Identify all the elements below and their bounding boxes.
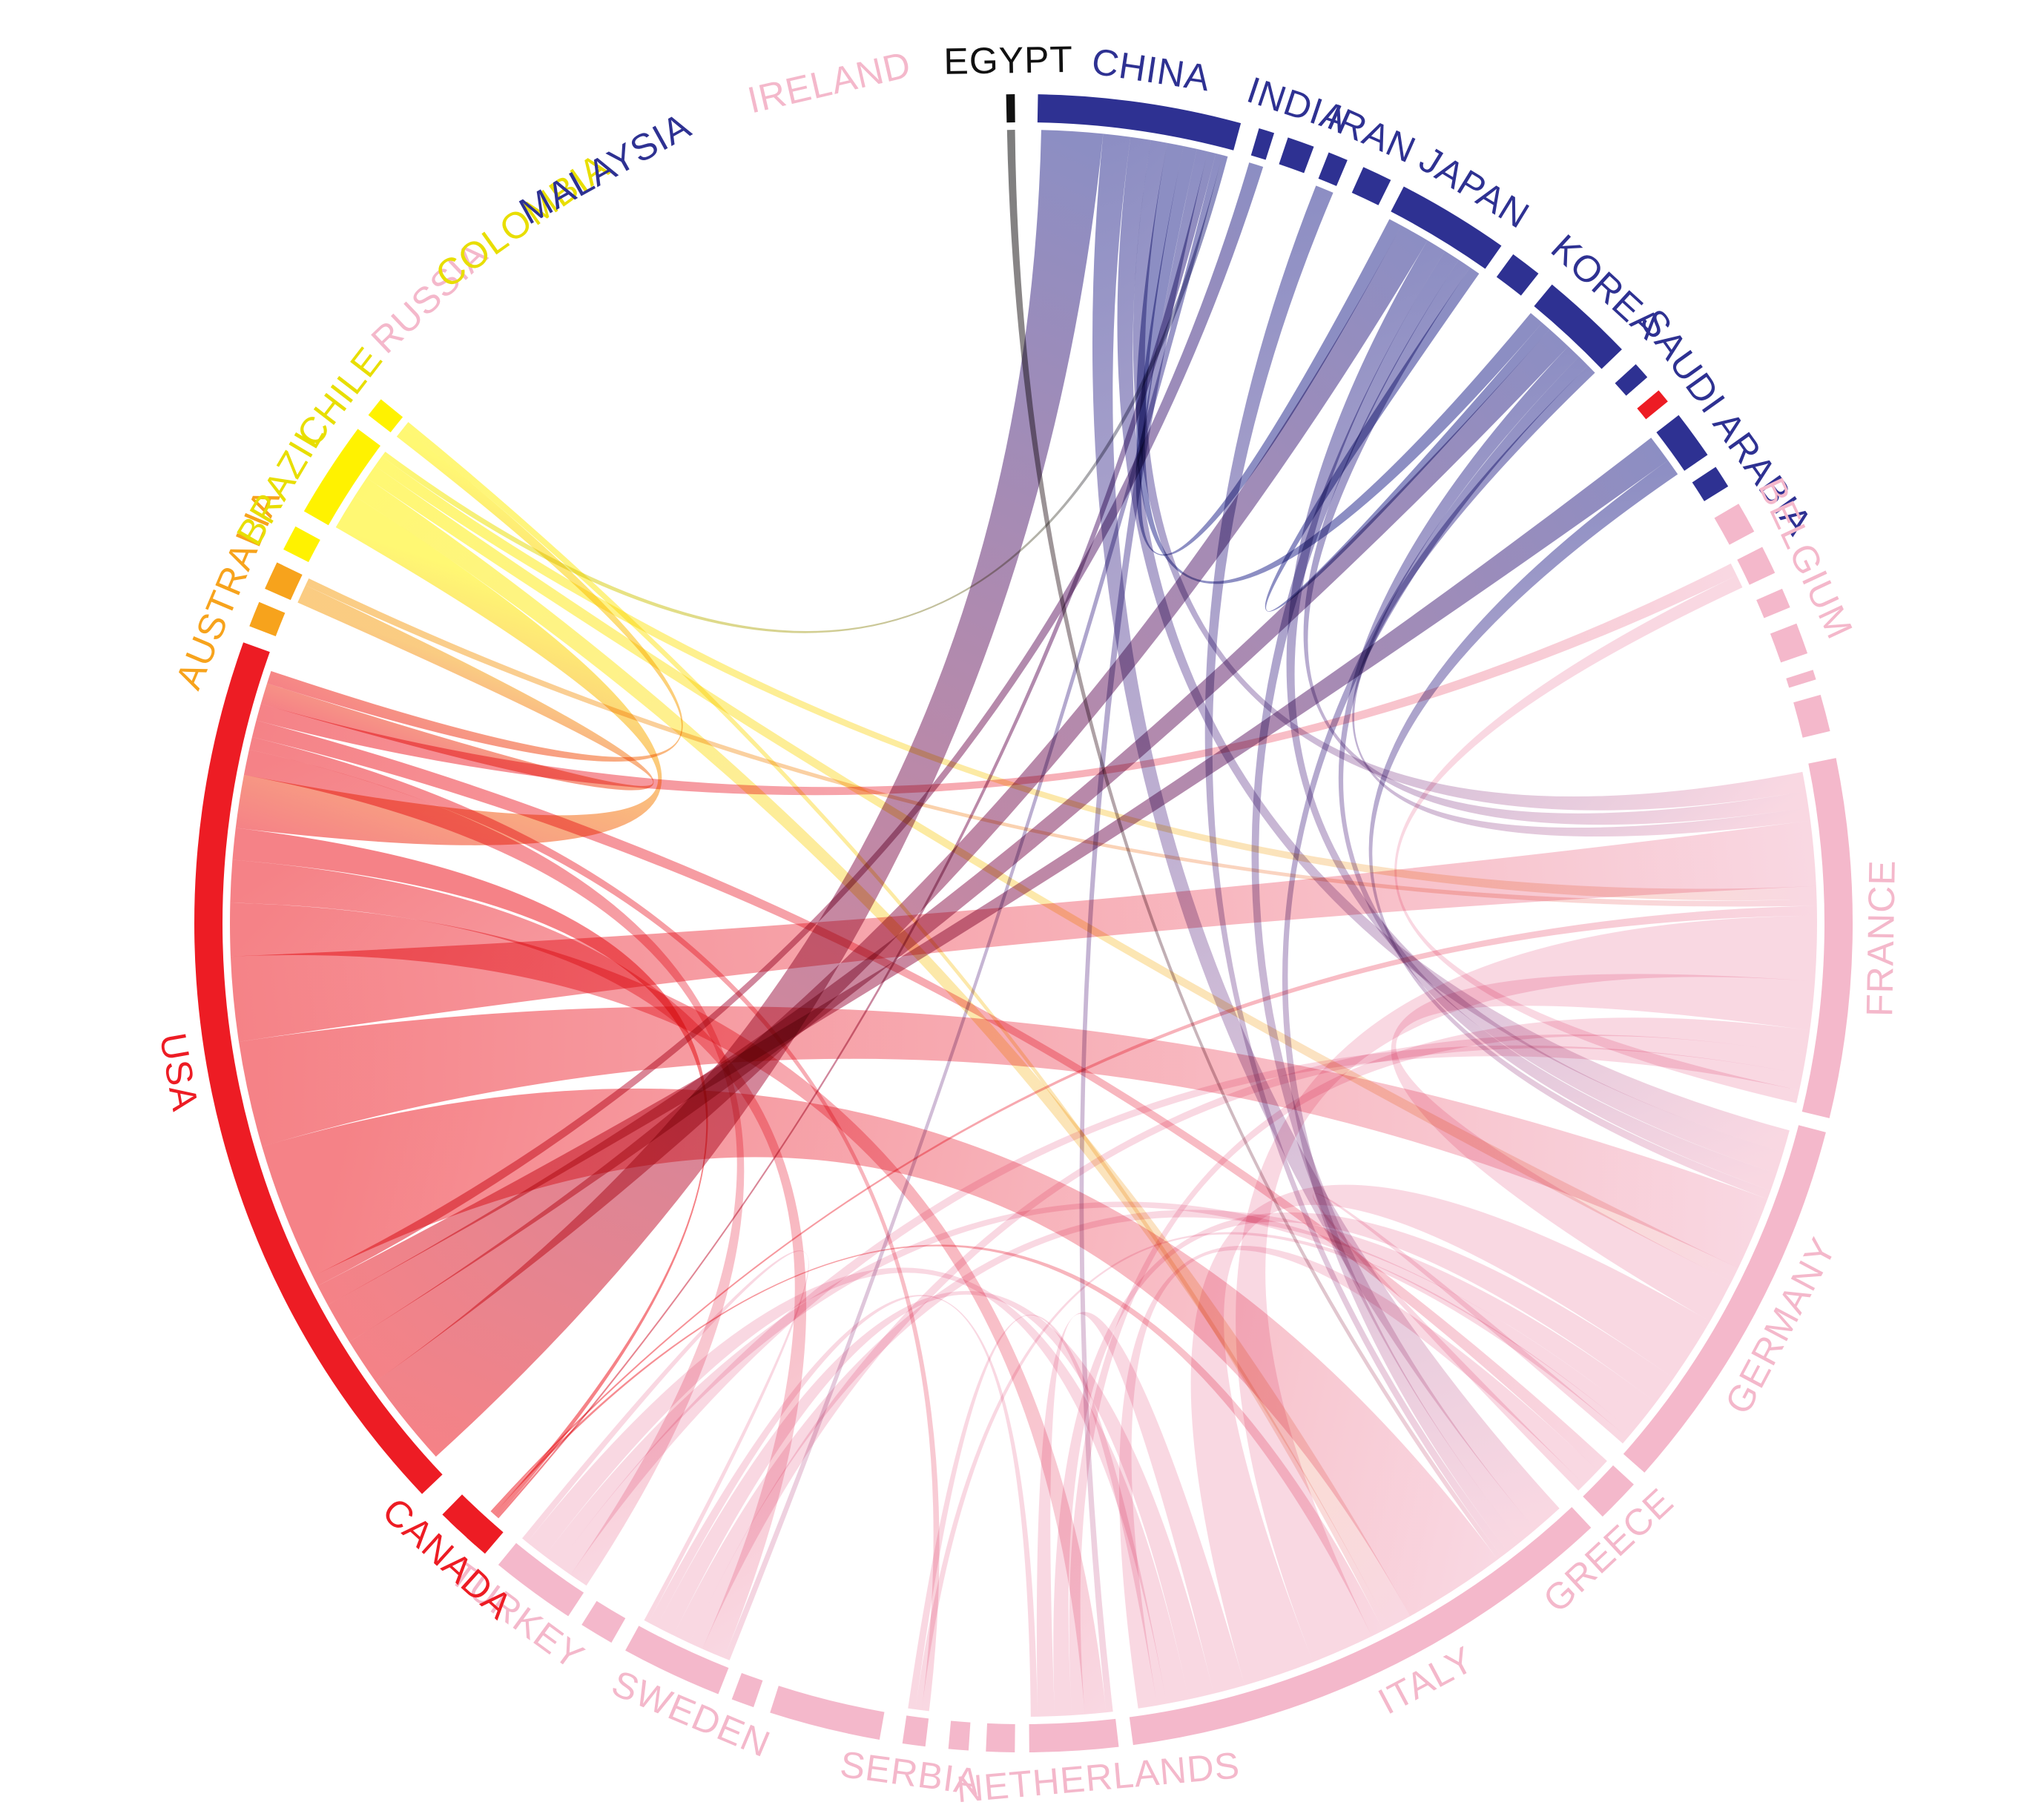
ribbon-france-italy <box>1236 915 1817 1663</box>
ribbon-usa-australia <box>260 585 654 791</box>
ribbon-germany-italy <box>1190 1184 1710 1686</box>
group-arc-egypt <box>1006 94 1015 123</box>
group-arc-unlabeled-12 <box>1692 466 1729 501</box>
group-arc-unlabeled-30 <box>581 1600 626 1643</box>
ribbon-usa-chile <box>267 427 683 762</box>
country-label-malaysia: MALAYSIA <box>512 105 698 232</box>
group-arc-unlabeled-18 <box>1793 694 1830 738</box>
group-arc-unlabeled-34 <box>442 1494 504 1554</box>
group-arc-unlabeled-15 <box>1756 588 1790 618</box>
ribbon-italy-netherlands <box>1036 1312 1245 1717</box>
group-arc-sweden <box>625 1626 729 1695</box>
ribbon-layer <box>229 130 1817 1717</box>
group-arc-france <box>1801 758 1853 1118</box>
ribbon-saudi-arabia-usa <box>317 438 1669 1305</box>
group-arc-unlabeled-24 <box>986 1723 1015 1752</box>
group-arc-unlabeled-3 <box>1279 137 1314 174</box>
group-arc-japan <box>1391 186 1502 269</box>
country-label-china: CHINA <box>1089 40 1213 99</box>
ribbon-usa-sweden <box>230 859 807 1658</box>
group-arc-italy <box>1129 1507 1592 1746</box>
group-arc-netherlands <box>1029 1718 1119 1752</box>
group-arc-belgium <box>1737 547 1776 585</box>
ribbon-korea-usa <box>327 329 1569 1342</box>
group-arc-chile <box>368 399 403 433</box>
group-arc-turkey <box>498 1542 584 1617</box>
country-label-usa: USA <box>152 1030 207 1115</box>
group-arc-saudi-arabia <box>1656 415 1708 471</box>
group-arc-unlabeled-5 <box>1351 167 1391 205</box>
ribbon-usa-germany <box>239 1006 1768 1269</box>
group-arc-usa <box>194 642 443 1494</box>
country-label-chile: CHILE <box>289 340 390 455</box>
group-arc-unlabeled-13 <box>1714 504 1755 545</box>
group-arc-unlabeled-25 <box>948 1720 971 1751</box>
group-arc-unlabeled-36 <box>249 601 286 636</box>
ribbon-usa-brazil <box>235 496 662 845</box>
group-arc-india <box>1250 128 1275 160</box>
group-arc-china <box>1037 94 1242 151</box>
ribbon-italy-turkey <box>527 1267 1189 1704</box>
group-arc-unlabeled-7 <box>1496 254 1539 296</box>
group-arc-unlabeled-27 <box>770 1686 885 1740</box>
group-arc-unlabeled-10 <box>1637 390 1668 420</box>
group-arc-unlabeled-16 <box>1770 623 1808 663</box>
country-label-egypt: EGYPT <box>943 39 1073 82</box>
group-arc-layer <box>194 94 1853 1752</box>
country-label-serbia: SERBIA <box>838 1743 983 1804</box>
group-arc-unlabeled-28 <box>731 1672 763 1708</box>
ribbon-saudi-arabia-germany <box>1368 460 1771 1200</box>
country-label-ireland: IRELAND <box>744 44 915 122</box>
ribbon-france-germany <box>1391 974 1816 1321</box>
group-arc-greece <box>1583 1465 1634 1517</box>
country-label-netherlands: NETHERLANDS <box>955 1744 1242 1805</box>
country-label-france: FRANCE <box>1859 859 1903 1017</box>
group-arc-korea <box>1534 284 1622 369</box>
group-arc-unlabeled-9 <box>1615 364 1648 396</box>
group-arc-iran <box>1318 152 1348 186</box>
group-arc-australia <box>265 562 303 601</box>
group-arc-unlabeled-38 <box>283 526 320 563</box>
group-arc-brazil <box>303 429 380 526</box>
group-arc-unlabeled-17 <box>1786 670 1816 688</box>
ribbon-brazil-france <box>375 456 1817 901</box>
group-arc-germany <box>1623 1125 1826 1473</box>
group-arc-serbia <box>902 1715 929 1747</box>
